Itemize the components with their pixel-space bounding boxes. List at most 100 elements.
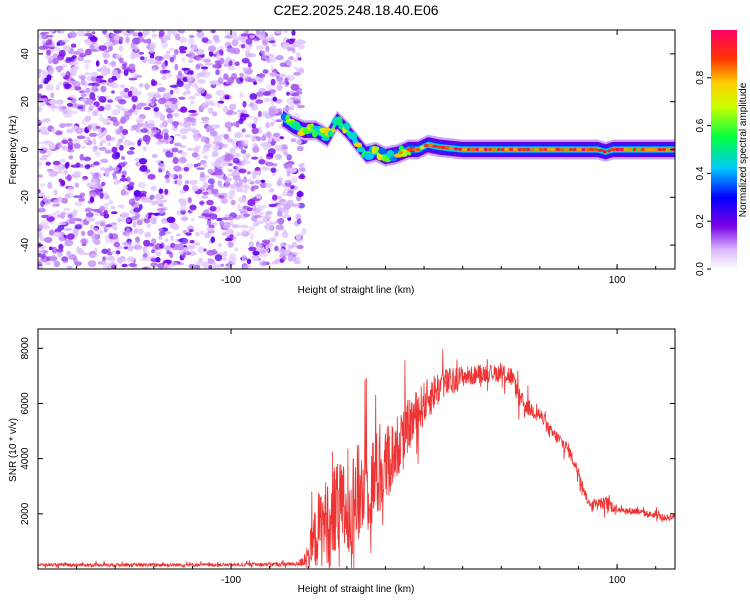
- noise-dot: [143, 171, 149, 175]
- noise-dot: [249, 93, 258, 101]
- noise-dot: [255, 99, 264, 104]
- noise-dot: [85, 30, 91, 33]
- noise-dot: [137, 228, 144, 235]
- noise-dot: [113, 180, 120, 185]
- noise-dot: [48, 58, 53, 65]
- noise-dot: [255, 30, 261, 36]
- trace-peak: [653, 147, 658, 152]
- noise-dot: [133, 190, 141, 197]
- noise-dot: [110, 116, 118, 122]
- noise-dot: [63, 207, 71, 212]
- trace-peak: [594, 147, 599, 152]
- noise-dot: [72, 195, 82, 199]
- noise-dot: [241, 224, 249, 229]
- noise-dot: [164, 174, 170, 179]
- noise-dot: [222, 175, 228, 181]
- noise-dot: [263, 145, 269, 151]
- noise-dot: [48, 100, 54, 104]
- noise-dot: [86, 115, 92, 122]
- noise-dot: [246, 258, 252, 265]
- noise-dot: [40, 31, 50, 35]
- noise-dot: [61, 108, 70, 114]
- noise-dot: [267, 148, 276, 156]
- noise-dot: [225, 153, 234, 161]
- noise-dot: [143, 106, 151, 111]
- noise-dot: [92, 172, 99, 179]
- noise-dot: [112, 172, 116, 178]
- noise-dot: [283, 30, 288, 34]
- noise-dot: [111, 40, 119, 45]
- noise-dot: [209, 80, 219, 85]
- noise-dot: [58, 145, 63, 149]
- noise-dot: [108, 165, 113, 172]
- trace-peak: [564, 147, 569, 152]
- noise-dot: [206, 128, 210, 133]
- noise-dot: [248, 226, 255, 231]
- noise-dot: [188, 113, 197, 117]
- noise-dot: [123, 69, 129, 76]
- noise-dot: [242, 229, 248, 236]
- noise-dot: [130, 41, 136, 49]
- noise-dot: [77, 30, 86, 37]
- noise-dot: [264, 224, 274, 231]
- noise-dot: [150, 262, 158, 267]
- noise-dot: [58, 222, 67, 225]
- noise-dot: [44, 202, 49, 207]
- colorbar-tick-label: 0.4: [695, 166, 706, 180]
- noise-dot: [158, 168, 163, 173]
- noise-dot: [98, 113, 103, 117]
- noise-dot: [164, 245, 171, 252]
- x-tick-label: -100: [221, 275, 241, 286]
- noise-dot: [296, 104, 305, 109]
- y-tick-label: 0: [20, 146, 31, 152]
- noise-dot: [274, 259, 280, 264]
- noise-dot: [83, 156, 92, 161]
- snr-ticks: -100 100 2000 4000 6000 8000: [20, 329, 675, 586]
- noise-dot: [287, 46, 292, 52]
- noise-dot: [276, 179, 282, 187]
- noise-dot: [62, 136, 67, 141]
- noise-dot: [246, 178, 253, 183]
- noise-dot: [270, 100, 275, 106]
- noise-dot: [62, 45, 72, 52]
- noise-dot: [98, 116, 105, 122]
- noise-dot: [66, 174, 72, 182]
- noise-dot: [54, 105, 64, 110]
- noise-dot: [183, 167, 190, 172]
- noise-dot: [93, 227, 99, 233]
- noise-dot: [151, 129, 161, 133]
- noise-dot: [146, 123, 155, 129]
- noise-dot: [66, 128, 74, 134]
- noise-dot: [115, 250, 121, 255]
- noise-dot: [44, 236, 53, 243]
- noise-dot: [47, 181, 53, 190]
- noise-dot: [298, 44, 306, 50]
- noise-dot: [255, 193, 262, 199]
- noise-dot: [184, 180, 190, 185]
- noise-dot: [124, 87, 129, 93]
- noise-dot: [51, 203, 56, 208]
- trace-peak: [428, 143, 433, 147]
- noise-dot: [243, 153, 249, 161]
- noise-dot: [291, 30, 296, 36]
- noise-dot: [48, 67, 55, 75]
- noise-dot: [162, 128, 169, 135]
- noise-dot: [101, 131, 107, 137]
- noise-dot: [67, 214, 73, 219]
- noise-dot: [128, 198, 136, 206]
- noise-dot: [202, 154, 209, 160]
- noise-dot: [197, 79, 206, 84]
- noise-dot: [215, 69, 220, 76]
- noise-dot: [185, 232, 192, 236]
- trace-peak: [521, 147, 528, 152]
- noise-dot: [292, 40, 301, 47]
- noise-dot: [189, 204, 197, 211]
- noise-dot: [193, 134, 200, 142]
- noise-dot: [104, 32, 110, 39]
- noise-dot: [58, 234, 65, 242]
- trace-peak: [475, 147, 480, 152]
- noise-dot: [208, 50, 214, 57]
- noise-dot: [232, 33, 238, 41]
- noise-dot: [254, 256, 260, 261]
- noise-dot: [244, 46, 251, 52]
